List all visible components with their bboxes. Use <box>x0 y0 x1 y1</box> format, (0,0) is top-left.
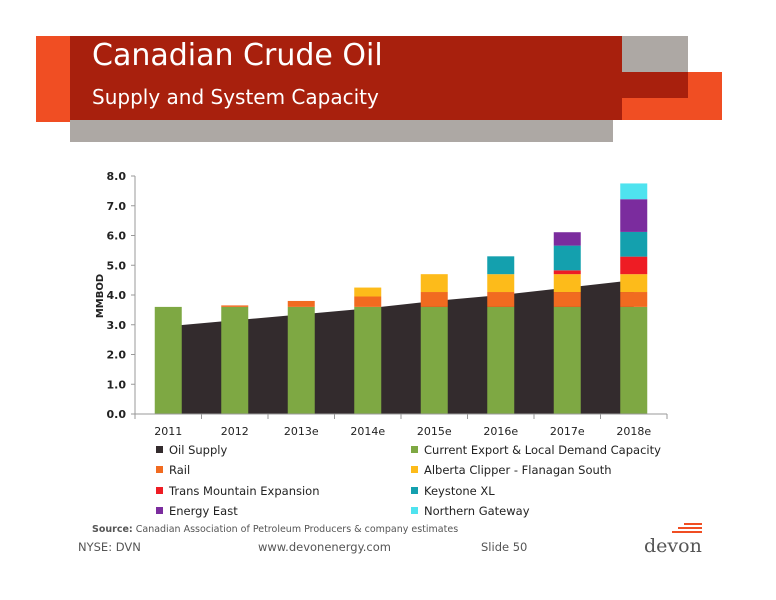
legend-trans-mountain: Trans Mountain Expansion <box>156 484 320 498</box>
header-gray-lower <box>70 120 613 142</box>
legend-swatch <box>156 507 163 514</box>
x-tick-label: 2012 <box>221 425 249 438</box>
bar-segment <box>487 274 515 293</box>
bar-segment <box>287 300 315 307</box>
source-note: Source: Canadian Association of Petroleu… <box>92 524 458 535</box>
legend-label: Energy East <box>169 504 238 518</box>
bar-segment <box>620 199 648 232</box>
header-orange-left <box>36 36 70 122</box>
legend-swatch <box>156 487 163 494</box>
oil-supply-area-group <box>168 280 634 414</box>
x-tick-label: 2013e <box>284 425 319 438</box>
bar-segment <box>620 292 648 307</box>
bar-segment <box>620 183 648 200</box>
legend-label: Current Export & Local Demand Capacity <box>424 443 661 457</box>
legend-label: Alberta Clipper - Flanagan South <box>424 463 612 477</box>
legend-keystone-xl: Keystone XL <box>411 484 495 498</box>
x-tick-label: 2016e <box>483 425 518 438</box>
x-tick-label: 2014e <box>350 425 385 438</box>
legend-swatch <box>411 466 418 473</box>
page-subtitle: Supply and System Capacity <box>92 85 379 109</box>
y-tick-label: 2.0 <box>107 349 127 362</box>
legend-label: Oil Supply <box>169 443 228 457</box>
y-tick-label: 6.0 <box>107 230 127 243</box>
bar-segment <box>487 256 515 275</box>
legend-current-export: Current Export & Local Demand Capacity <box>411 443 661 457</box>
y-axis-label: MMBOD <box>95 274 106 318</box>
bar-segment <box>420 274 448 293</box>
legend-rail: Rail <box>156 463 190 477</box>
x-tick-label: 2018e <box>616 425 651 438</box>
bar-segment <box>487 292 515 307</box>
footer-slide-number: Slide 50 <box>481 540 528 554</box>
bar-segment <box>620 231 648 257</box>
y-tick-label: 5.0 <box>107 259 127 272</box>
bar-segment <box>553 270 581 275</box>
footer-ticker: NYSE: DVN <box>78 540 141 554</box>
legend-swatch <box>411 507 418 514</box>
legend-label: Keystone XL <box>424 484 495 498</box>
y-tick-label: 3.0 <box>107 319 127 332</box>
bar-segment <box>420 292 448 307</box>
bar-segment <box>620 256 648 275</box>
footer-website[interactable]: www.devonenergy.com <box>258 540 391 554</box>
header-gray-top-right <box>622 36 688 72</box>
y-tick-label: 1.0 <box>107 378 127 391</box>
source-text: Canadian Association of Petroleum Produc… <box>135 524 459 535</box>
x-tick-label: 2011 <box>154 425 182 438</box>
bar-segment <box>620 274 648 293</box>
bar-segment <box>354 287 382 297</box>
legend-label: Rail <box>169 463 191 477</box>
bar-segment <box>420 306 448 414</box>
legend-swatch <box>156 466 163 473</box>
bar-segment <box>553 306 581 414</box>
legend-energy-east: Energy East <box>156 504 238 518</box>
header-red-banner <box>70 36 622 120</box>
bar-segment <box>221 306 249 414</box>
oil-supply-area <box>168 280 634 414</box>
bar-segment <box>154 306 182 414</box>
y-tick-label: 4.0 <box>107 289 127 302</box>
bar-segment <box>553 232 581 246</box>
legend-label: Northern Gateway <box>424 504 530 518</box>
stacked-bars-group <box>154 183 648 414</box>
legend-alberta-clipper: Alberta Clipper - Flanagan South <box>411 463 612 477</box>
devon-logo-mark <box>672 523 702 533</box>
bar-segment <box>487 306 515 414</box>
y-axis-group: 0.0 1.0 2.0 3.0 4.0 5.0 6.0 7.0 8.0 <box>107 170 136 421</box>
legend-northern-gateway: Northern Gateway <box>411 504 530 518</box>
legend-oil-supply: Oil Supply <box>156 443 227 457</box>
bar-segment <box>354 306 382 414</box>
source-label: Source: <box>92 524 133 535</box>
bar-segment <box>221 305 249 307</box>
bar-segment <box>553 274 581 293</box>
legend-swatch <box>156 446 163 453</box>
bar-segment <box>620 306 648 414</box>
legend-swatch <box>411 487 418 494</box>
x-tick-label: 2015e <box>417 425 452 438</box>
devon-logo-text: devon <box>644 535 702 557</box>
header-red-extension <box>612 72 688 98</box>
y-tick-label: 0.0 <box>107 408 127 421</box>
x-axis-group: 2011 2012 2013e 2014e 2015e 2016e 2017e 2018e <box>134 413 668 438</box>
legend-swatch <box>411 446 418 453</box>
bar-segment <box>354 296 382 307</box>
bar-segment <box>287 306 315 414</box>
bar-segment <box>553 292 581 307</box>
bar-segment <box>553 245 581 271</box>
y-tick-label: 7.0 <box>107 200 127 213</box>
supply-capacity-chart: 0.0 1.0 2.0 3.0 4.0 5.0 6.0 7.0 8.0 2011 2012 2013… <box>95 170 668 438</box>
page-title: Canadian Crude Oil <box>92 38 383 73</box>
y-tick-label: 8.0 <box>107 170 127 183</box>
x-tick-label: 2017e <box>550 425 585 438</box>
legend-label: Trans Mountain Expansion <box>169 484 320 498</box>
